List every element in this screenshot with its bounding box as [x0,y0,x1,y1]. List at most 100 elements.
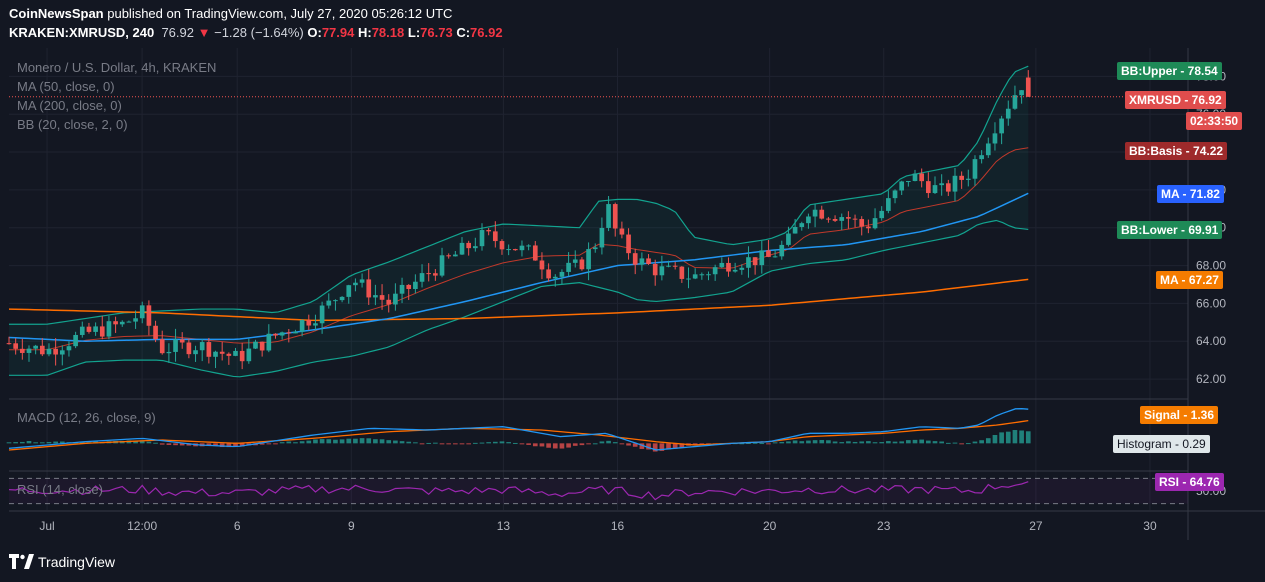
candle-body [572,259,578,263]
time-tick-label: 6 [234,519,241,533]
candle-body [6,343,12,345]
candle-body [359,279,365,283]
macd-histogram-bar [692,443,698,445]
candle-body [972,159,978,179]
macd-histogram-bar [219,443,225,448]
candle-body [139,305,145,319]
candle-body [353,282,358,286]
macd-histogram-bar [366,438,372,444]
macd-histogram-bar [399,441,405,444]
candle-body [146,305,152,326]
macd-histogram-bar [293,442,298,444]
candle-body [492,231,498,242]
macd-histogram-bar [439,443,445,445]
candle-body [779,244,785,257]
candle-body [199,342,205,351]
candle-body [832,219,838,221]
macd-histogram-bar [19,441,25,444]
candle-body [592,247,598,250]
candle-body [1012,95,1018,109]
macd-histogram-bar [459,443,465,445]
candle-body [752,257,758,266]
candle-body [712,267,718,275]
macd-histogram-bar [912,439,918,444]
candle-body [746,257,751,268]
candle-body [379,295,385,300]
macd-histogram-bar [519,443,525,445]
candle-body [219,351,225,354]
macd-histogram-bar [646,443,651,450]
bb-upper-tag: BB:Upper - 78.54 [1117,62,1222,80]
macd-histogram-bar [872,442,878,444]
macd-histogram-bar [579,443,585,446]
macd-histogram-bar [413,442,418,444]
macd-histogram-bar [992,434,998,444]
publisher-name: CoinNewsSpan [9,6,104,21]
candle-body [932,185,938,194]
macd-histogram-bar [866,441,871,444]
candle-body [846,217,851,219]
macd-histogram-bar [453,443,458,445]
candle-body [426,273,432,275]
candle-body [193,350,198,355]
macd-signal-tag: Signal - 1.36 [1140,406,1219,424]
candle-body [413,281,418,289]
candle-body [39,345,45,355]
low-label: L: [407,25,421,40]
macd-histogram-bar [659,443,665,451]
candle-body [166,351,172,354]
macd-histogram-bar [746,442,751,444]
macd-histogram-bar [939,441,944,444]
high-label: H: [357,25,372,40]
macd-histogram-bar [586,443,591,445]
candle-body [906,181,911,183]
legend-rsi: RSI (14, close) [17,482,103,497]
ma50-tag: MA - 71.82 [1157,185,1224,203]
time-tick-label: Jul [39,519,54,533]
candle-body [446,255,452,257]
candle-body [119,321,125,325]
macd-histogram-bar [945,442,951,444]
candle-body [1025,77,1031,97]
macd-histogram-bar [526,443,531,445]
candle-body [226,353,232,356]
publish-info: published on TradingView.com, July 27, 2… [103,6,453,21]
price-change: −1.28 (−1.64%) [214,25,304,40]
macd-histogram-bar [786,441,791,444]
candle-body [919,173,925,182]
macd-histogram-bar [832,441,838,444]
macd-histogram-bar [186,443,192,446]
candle-body [886,198,891,211]
legend-bb: BB (20, close, 2, 0) [17,117,128,132]
candle-body [453,254,458,257]
candle-body [373,295,378,298]
macd-histogram-bar [806,440,811,444]
macd-histogram-bar [532,443,538,447]
candle-body [419,273,425,282]
candle-body [19,348,25,353]
candle-body [912,173,918,182]
candle-body [126,321,132,323]
countdown-tag: 02:33:50 [1186,112,1243,130]
candle-body [46,348,52,355]
macd-histogram-bar [652,443,658,452]
candle-body [826,218,831,220]
price-chart-svg[interactable]: 62.0064.0066.0068.0070.0072.0074.0076.00… [0,0,1265,546]
macd-histogram-bar [406,441,412,444]
candle-body [552,276,558,279]
macd-histogram-bar [599,441,605,444]
open-label: O: [307,25,322,40]
candle-body [286,332,292,334]
macd-histogram-bar [279,442,285,444]
candle-body [692,274,698,279]
macd-histogram-bar [59,441,65,444]
candle-body [279,332,285,336]
ma200-tag: MA - 67.27 [1156,271,1223,289]
macd-histogram-bar [393,440,398,444]
candle-body [739,267,745,270]
candle-body [606,204,611,228]
bb-lower-line [9,219,1029,378]
macd-histogram-bar [386,440,392,444]
rsi-band [9,478,1188,504]
candle-body [346,285,352,297]
